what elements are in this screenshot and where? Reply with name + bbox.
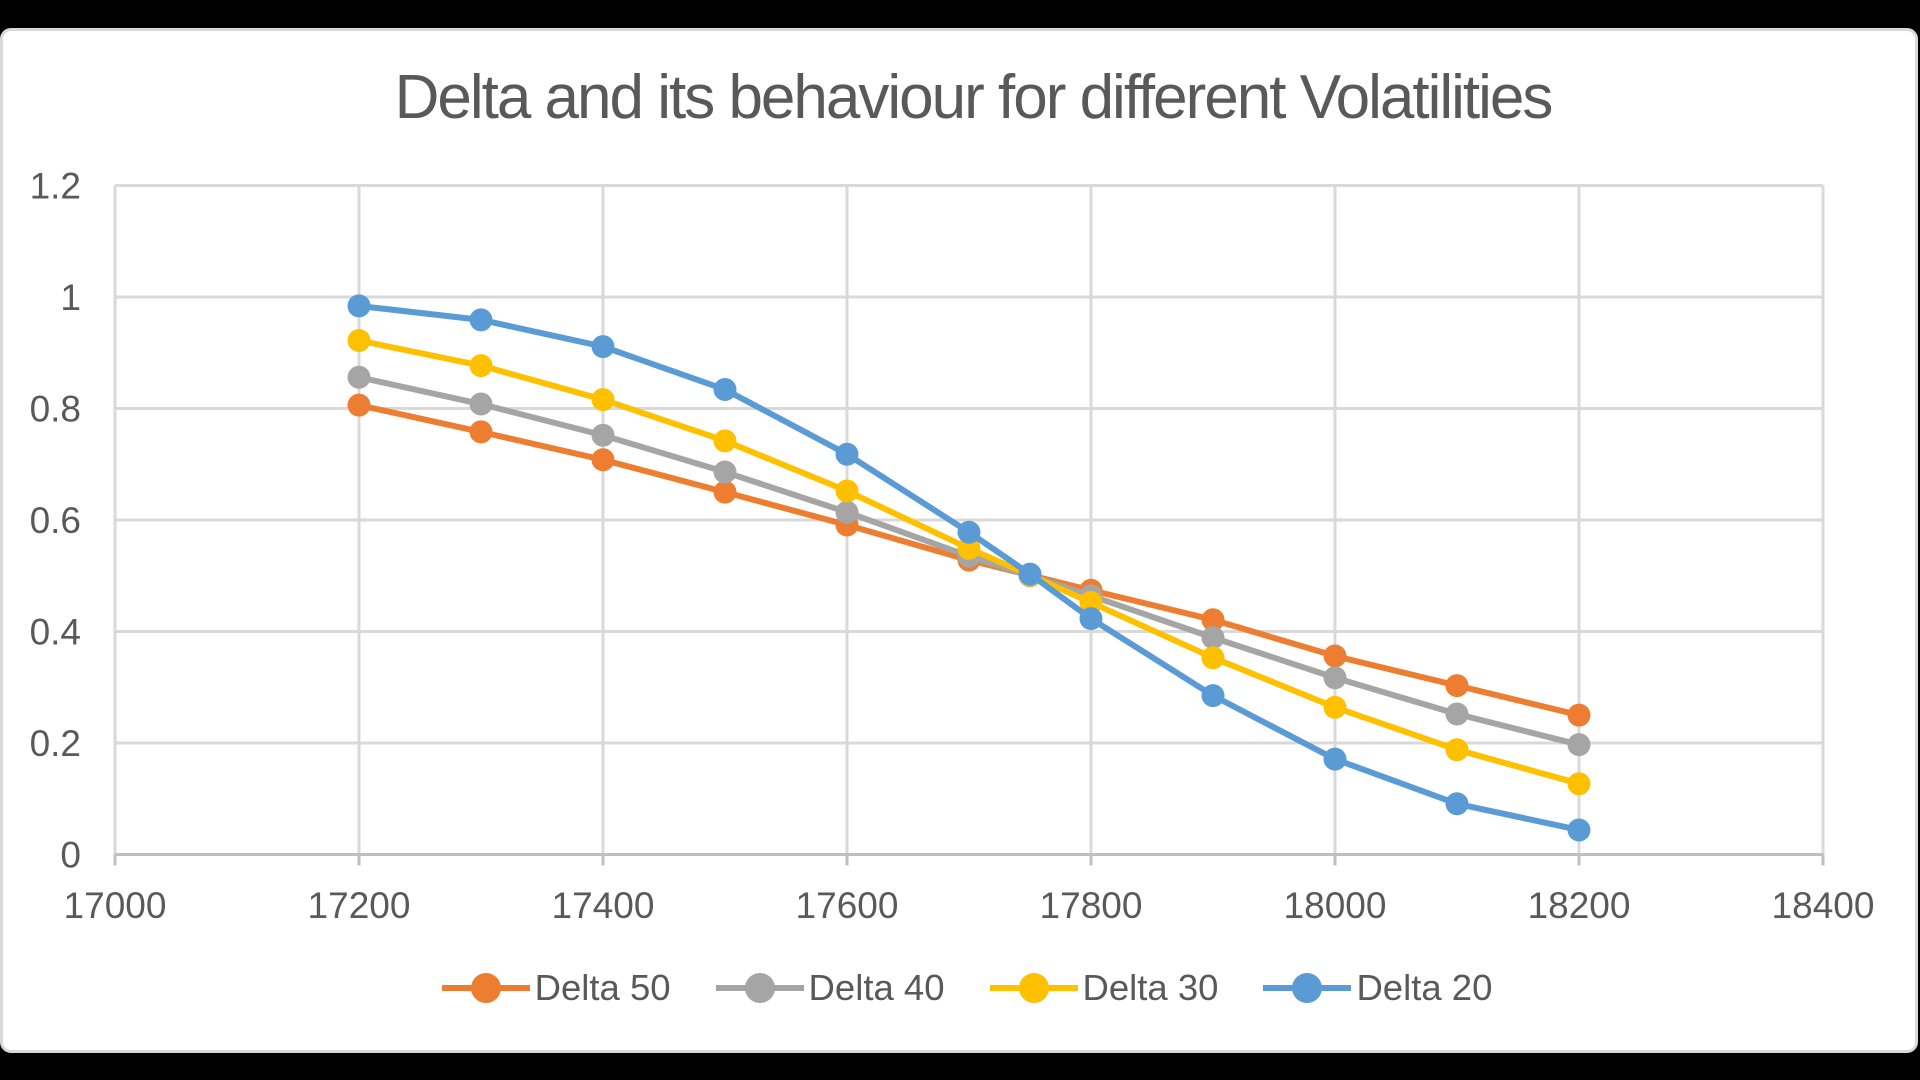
x-axis-labels: 17000 17200 17400 17600 17800 18000 18200 18400 — [64, 885, 1875, 926]
data-point-delta-50 — [1201, 608, 1225, 632]
data-point-delta-20 — [835, 442, 859, 466]
data-point-delta-20 — [1445, 792, 1469, 816]
data-point-delta-30 — [469, 354, 493, 378]
x-axis-label: 17400 — [552, 885, 655, 926]
y-axis-label: 1.2 — [30, 166, 81, 207]
legend-marker-icon — [1263, 973, 1352, 1003]
data-point-delta-20 — [347, 294, 371, 318]
y-axis-label: 0.8 — [30, 389, 81, 430]
data-point-delta-30 — [591, 388, 615, 412]
data-point-delta-40 — [835, 500, 859, 524]
data-point-delta-40 — [591, 423, 615, 447]
x-axis-label: 17200 — [308, 885, 411, 926]
data-point-delta-40 — [469, 392, 493, 416]
data-point-delta-30 — [957, 536, 981, 560]
series-line-delta-20 — [356, 302, 1582, 833]
data-point-delta-20 — [591, 335, 615, 359]
data-point-delta-50 — [1567, 703, 1591, 727]
data-point-delta-30 — [347, 328, 371, 352]
data-point-delta-50 — [1445, 674, 1469, 698]
data-point-delta-30 — [835, 479, 859, 503]
y-axis-label: 0.4 — [30, 612, 81, 653]
legend-label: Delta 40 — [808, 967, 945, 1008]
data-point-delta-30 — [1201, 646, 1225, 670]
legend-marker-icon — [715, 973, 804, 1003]
data-point-delta-20 — [713, 378, 737, 402]
legend-entry-delta-40: Delta 40 — [715, 965, 945, 1011]
legend-label: Delta 20 — [1356, 967, 1493, 1008]
data-point-delta-50 — [469, 420, 493, 444]
x-axis-label: 17800 — [1040, 885, 1143, 926]
data-point-delta-20 — [1323, 747, 1347, 771]
legend-entry-delta-50: Delta 50 — [441, 965, 671, 1011]
data-point-delta-40 — [1323, 666, 1347, 690]
data-point-delta-20 — [469, 308, 493, 332]
data-point-delta-20 — [1079, 607, 1103, 631]
y-axis-label: 0 — [60, 835, 81, 876]
y-axis-labels: 0 0.2 0.4 0.6 0.8 1 1.2 — [30, 166, 81, 876]
y-axis-label: 0.6 — [30, 500, 81, 541]
data-point-delta-20 — [1201, 684, 1225, 708]
legend-entry-delta-20: Delta 20 — [1263, 965, 1492, 1011]
data-point-delta-20 — [1018, 562, 1042, 586]
legend-entry-delta-30: Delta 30 — [989, 965, 1219, 1011]
data-point-delta-50 — [1323, 644, 1347, 668]
x-axis-label: 18000 — [1284, 885, 1387, 926]
data-point-delta-40 — [1445, 702, 1469, 726]
x-axis-label: 18400 — [1772, 885, 1875, 926]
legend-label: Delta 30 — [1082, 967, 1219, 1008]
y-axis-label: 0.2 — [30, 723, 81, 764]
data-point-delta-30 — [1079, 591, 1103, 615]
data-point-delta-20 — [957, 520, 981, 544]
y-axis-label: 1 — [60, 277, 81, 318]
data-point-delta-30 — [713, 429, 737, 453]
legend-marker-icon — [989, 973, 1078, 1003]
series-line-delta-30 — [356, 337, 1582, 787]
data-point-delta-50 — [591, 448, 615, 472]
data-point-delta-20 — [1567, 818, 1591, 842]
data-point-delta-40 — [347, 365, 371, 389]
data-point-delta-40 — [1567, 733, 1591, 757]
x-axis-label: 17000 — [64, 885, 167, 926]
data-point-delta-50 — [713, 480, 737, 504]
gridlines — [113, 184, 1825, 855]
chart-title: Delta and its behaviour for different Vo… — [394, 63, 1554, 132]
x-axis-label: 17600 — [796, 885, 899, 926]
legend-marker-icon — [441, 973, 530, 1003]
axis-ticks — [113, 853, 1825, 866]
legend: Delta 50 Delta 40 Delta 30 Delta 20 — [0, 965, 1920, 1011]
data-point-delta-50 — [347, 393, 371, 417]
data-point-delta-30 — [1445, 738, 1469, 762]
series-line-delta-40 — [356, 374, 1582, 748]
legend-label: Delta 50 — [534, 967, 671, 1008]
series-lines — [347, 294, 1591, 842]
data-point-delta-40 — [1201, 626, 1225, 650]
data-point-delta-40 — [713, 460, 737, 484]
data-point-delta-30 — [1567, 772, 1591, 796]
x-axis-label: 18200 — [1528, 885, 1631, 926]
data-point-delta-30 — [1323, 695, 1347, 719]
